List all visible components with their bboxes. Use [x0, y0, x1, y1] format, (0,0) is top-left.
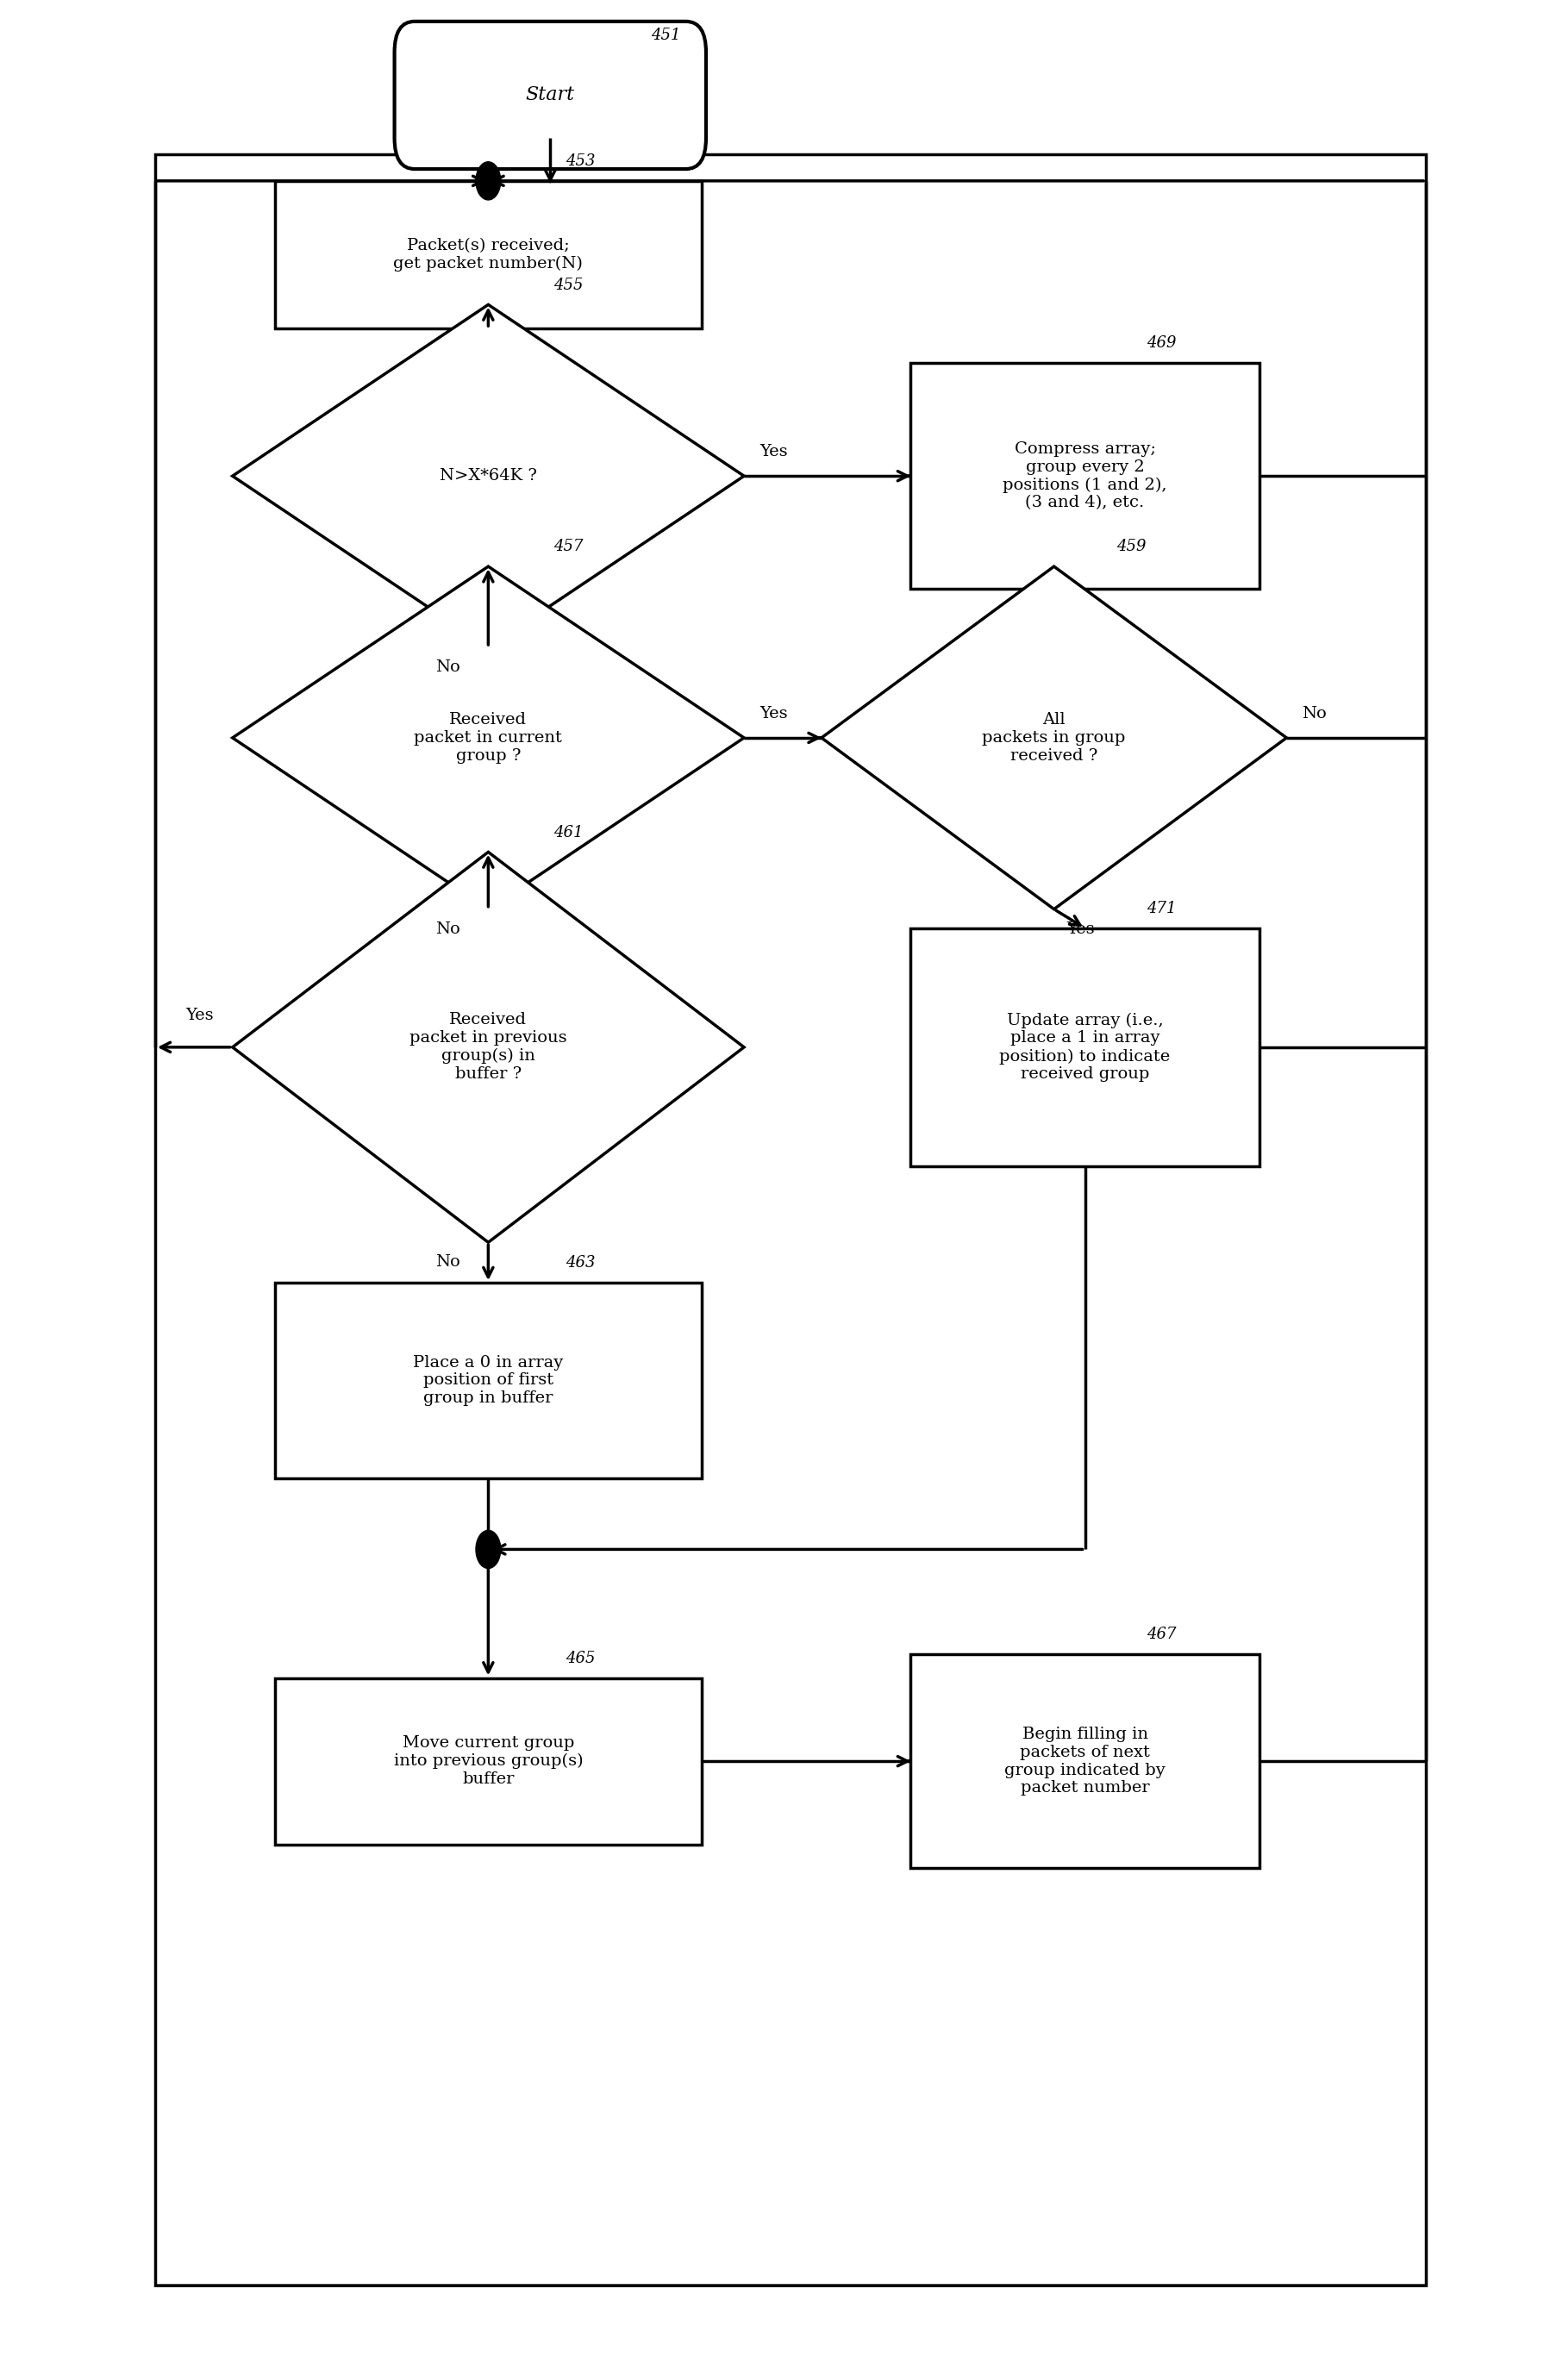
Text: No: No — [1302, 704, 1327, 721]
Text: All
packets in group
received ?: All packets in group received ? — [983, 712, 1125, 764]
Text: 471: 471 — [1147, 900, 1176, 916]
Circle shape — [476, 162, 501, 200]
Text: Yes: Yes — [1066, 921, 1094, 938]
Text: Yes: Yes — [186, 1007, 214, 1023]
Bar — [155, 155, 1426, 2285]
Bar — [276, 1678, 701, 1844]
Bar — [910, 362, 1259, 588]
Text: No: No — [436, 659, 460, 676]
Text: 457: 457 — [553, 538, 583, 555]
Text: 455: 455 — [553, 276, 583, 293]
Text: Received
packet in current
group ?: Received packet in current group ? — [414, 712, 563, 764]
Text: Received
packet in previous
group(s) in
buffer ?: Received packet in previous group(s) in … — [409, 1012, 567, 1083]
Bar — [276, 1283, 701, 1478]
Text: Yes: Yes — [759, 443, 787, 459]
Text: Update array (i.e.,
place a 1 in array
position) to indicate
received group: Update array (i.e., place a 1 in array p… — [1000, 1012, 1170, 1083]
Text: 465: 465 — [566, 1649, 595, 1666]
Text: 451: 451 — [651, 26, 680, 43]
Polygon shape — [232, 566, 744, 909]
Bar — [910, 1654, 1259, 1868]
Circle shape — [476, 1530, 501, 1568]
Text: Yes: Yes — [759, 704, 787, 721]
Bar — [910, 928, 1259, 1166]
Text: 459: 459 — [1116, 538, 1145, 555]
Polygon shape — [822, 566, 1286, 909]
Text: 463: 463 — [566, 1254, 595, 1271]
Text: Move current group
into previous group(s)
buffer: Move current group into previous group(s… — [394, 1735, 583, 1787]
Text: No: No — [436, 1254, 460, 1271]
Text: 469: 469 — [1147, 336, 1176, 350]
Text: N>X*64K ?: N>X*64K ? — [440, 469, 536, 483]
Bar — [276, 181, 701, 328]
Text: Begin filling in
packets of next
group indicated by
packet number: Begin filling in packets of next group i… — [1004, 1726, 1166, 1797]
Text: No: No — [436, 921, 460, 938]
Polygon shape — [232, 305, 744, 647]
Text: Packet(s) received;
get packet number(N): Packet(s) received; get packet number(N) — [394, 238, 583, 271]
Polygon shape — [232, 852, 744, 1242]
Text: 467: 467 — [1147, 1626, 1176, 1642]
Text: Place a 0 in array
position of first
group in buffer: Place a 0 in array position of first gro… — [414, 1354, 563, 1407]
FancyBboxPatch shape — [394, 21, 705, 169]
Text: Compress array;
group every 2
positions (1 and 2),
(3 and 4), etc.: Compress array; group every 2 positions … — [1003, 440, 1167, 512]
Text: 461: 461 — [553, 823, 583, 840]
Text: Start: Start — [525, 86, 575, 105]
Text: 453: 453 — [566, 152, 595, 169]
